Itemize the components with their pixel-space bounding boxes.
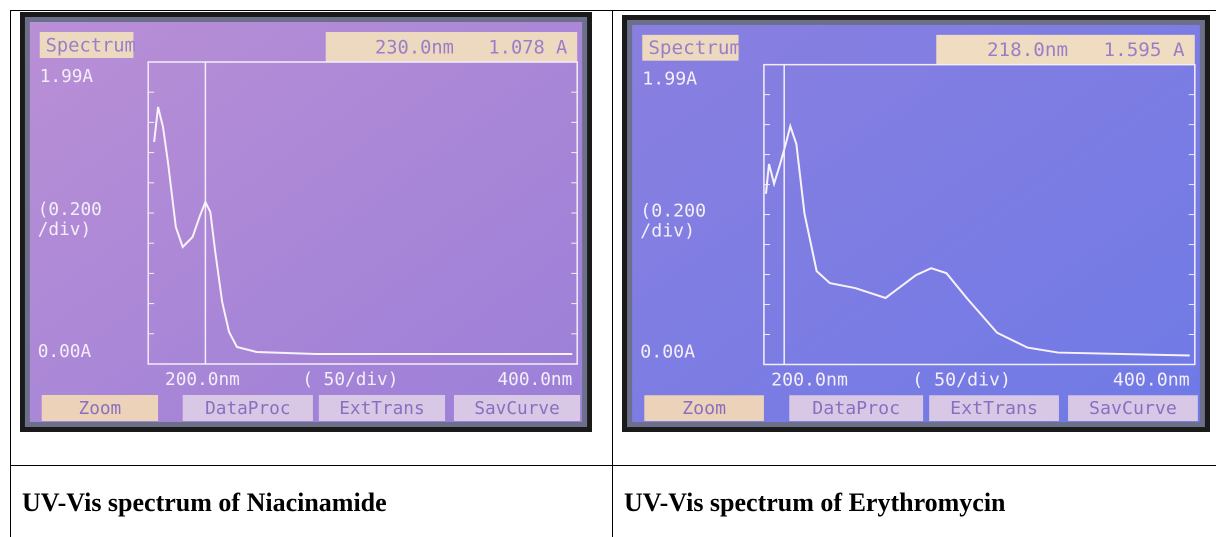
y-scale-label: (0.200 <box>38 199 102 220</box>
table-border <box>612 10 613 537</box>
caption: UV-Vis spectrum of Niacinamide <box>22 488 387 517</box>
y-min-label: 0.00A <box>38 341 92 362</box>
soft-key-label: Zoom <box>682 398 726 419</box>
x-max-label: 400.0nm <box>1113 369 1190 390</box>
y-scale-label: /div) <box>640 221 695 242</box>
table-border <box>10 465 1216 466</box>
soft-key <box>41 395 159 421</box>
soft-key <box>789 395 924 422</box>
x-min-label: 200.0nm <box>771 369 848 390</box>
soft-key <box>1068 395 1198 422</box>
readout-box <box>936 34 1195 65</box>
soft-key <box>182 395 313 421</box>
screen: Spectrum 230.0nm 1.078 A 1.99A (0.200/div) 0.… <box>20 12 592 432</box>
y-min-label: 0.00A <box>640 342 695 363</box>
display <box>632 24 1200 423</box>
x-min-label: 200.0nm <box>165 369 240 390</box>
y-scale-label: (0.200 <box>640 201 706 222</box>
display <box>29 22 583 422</box>
soft-key-label: ExtTrans <box>950 398 1038 419</box>
header-box <box>642 34 739 61</box>
table-border <box>10 10 11 537</box>
soft-key-label: SavCurve <box>1089 398 1177 419</box>
table-border <box>10 10 1216 11</box>
readout-wavelength: 230.0nm <box>375 36 454 58</box>
soft-key-label: DataProc <box>205 398 290 419</box>
spectrum-curve <box>153 106 573 355</box>
x-scale-label: ( 50/div) <box>302 369 398 390</box>
readout-wavelength: 218.0nm <box>987 39 1068 61</box>
header-box <box>39 32 134 58</box>
screen: Spectrum 218.0nm 1.595 A 1.99A (0.200/div) 0.… <box>622 15 1210 432</box>
soft-key <box>453 395 581 421</box>
y-scale-label: /div) <box>38 219 91 240</box>
caption: UV-Vis spectrum of Erythromycin <box>624 488 1006 517</box>
header-label: Spectrum <box>46 34 136 56</box>
x-scale-label: ( 50/div) <box>912 369 1011 390</box>
readout-absorbance: 1.595 A <box>1104 39 1186 61</box>
x-max-label: 400.0nm <box>498 369 573 390</box>
header-label: Spectrum <box>648 37 741 59</box>
y-max-label: 1.99A <box>40 66 94 87</box>
soft-key-label: SavCurve <box>474 398 559 419</box>
readout-absorbance: 1.078 A <box>488 36 568 58</box>
soft-key <box>644 395 764 422</box>
soft-key-label: ExtTrans <box>339 398 424 419</box>
screen-photo: Spectrum 230.0nm 1.078 A 1.99A (0.200/div) 0.… <box>20 12 592 432</box>
screen-photo: Spectrum 218.0nm 1.595 A 1.99A (0.200/div) 0.… <box>622 15 1210 432</box>
soft-key <box>929 395 1059 422</box>
spectrum-curve <box>764 122 1190 357</box>
soft-key <box>318 395 446 421</box>
readout-box <box>325 32 578 62</box>
y-max-label: 1.99A <box>642 69 697 90</box>
soft-key-label: DataProc <box>812 398 900 419</box>
soft-key-label: Zoom <box>79 398 122 419</box>
